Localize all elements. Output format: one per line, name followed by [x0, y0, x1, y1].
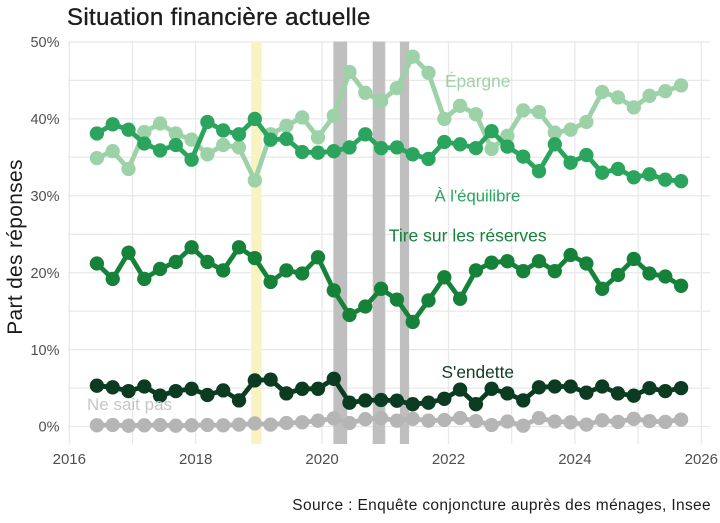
svg-text:Situation financière actuelle: Situation financière actuelle — [67, 4, 371, 31]
svg-text:30%: 30% — [30, 189, 59, 205]
svg-text:2024: 2024 — [558, 451, 591, 468]
svg-text:2020: 2020 — [305, 451, 338, 468]
svg-text:50%: 50% — [30, 35, 59, 51]
svg-text:Épargne: Épargne — [445, 71, 510, 91]
svg-text:2026: 2026 — [685, 451, 718, 468]
svg-text:2016: 2016 — [53, 451, 86, 468]
svg-text:0%: 0% — [39, 420, 60, 436]
svg-text:10%: 10% — [30, 343, 59, 359]
svg-text:20%: 20% — [30, 266, 59, 282]
svg-text:40%: 40% — [30, 112, 59, 128]
svg-text:Part des réponses: Part des réponses — [4, 159, 27, 335]
svg-text:À l'équilibre: À l'équilibre — [435, 186, 521, 205]
svg-text:2018: 2018 — [179, 451, 212, 468]
svg-text:Ne sait pas: Ne sait pas — [87, 395, 172, 414]
svg-text:2022: 2022 — [432, 451, 465, 468]
svg-text:S'endette: S'endette — [442, 362, 514, 382]
svg-text:Source : Enquête conjoncture a: Source : Enquête conjoncture auprès des … — [292, 497, 711, 514]
svg-text:Tire sur les réserves: Tire sur les réserves — [389, 225, 547, 245]
